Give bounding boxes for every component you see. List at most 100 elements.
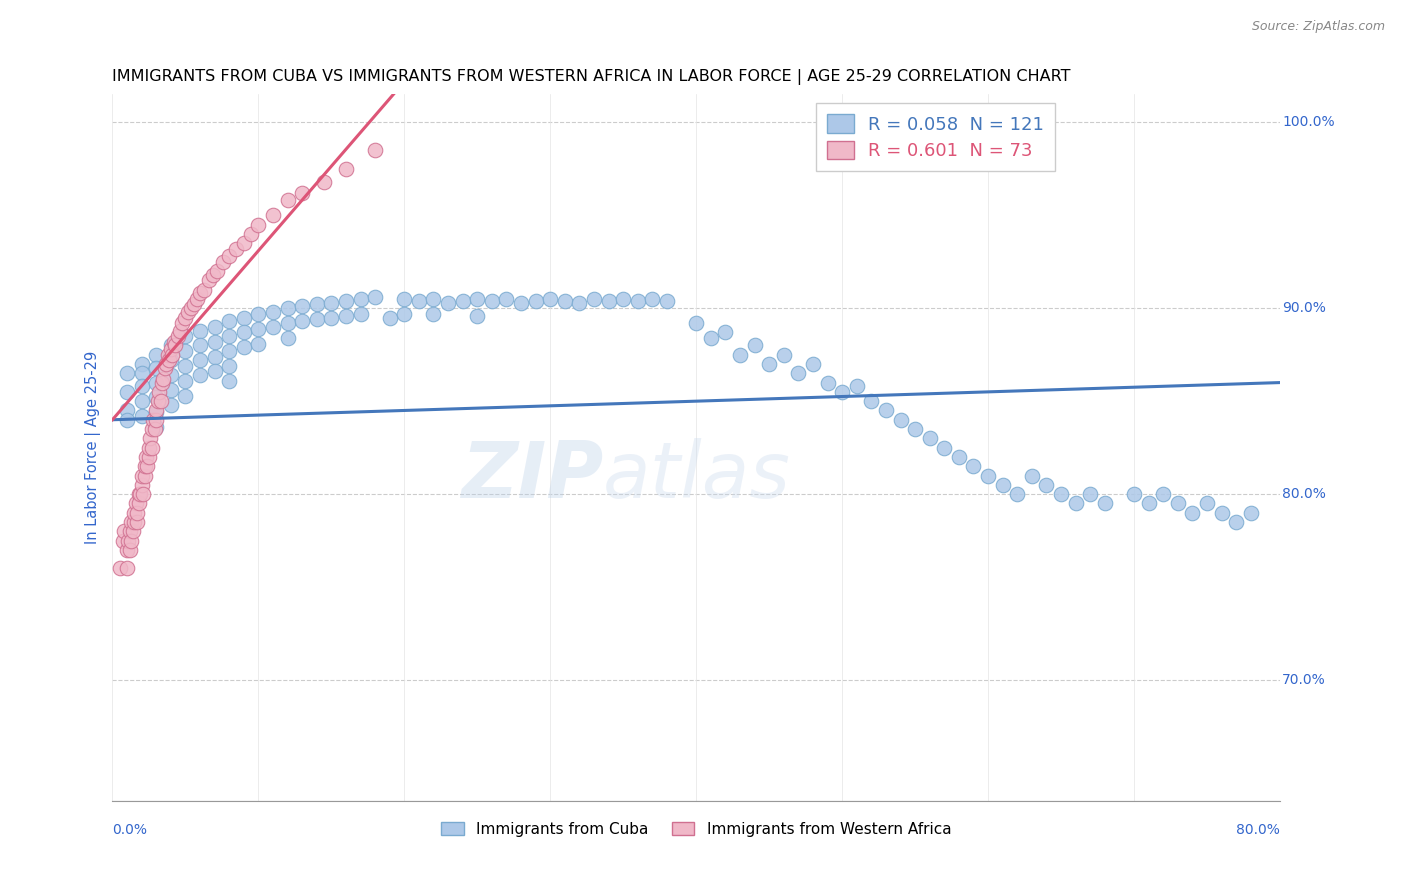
Point (145, 405, 167, 419)
Point (451, 293, 474, 308)
Point (115, 384, 138, 399)
Point (1078, 487, 1101, 501)
Point (582, 292, 605, 306)
Text: 90.0%: 90.0% (1282, 301, 1326, 315)
Point (188, 353, 211, 368)
Point (232, 236, 254, 251)
Point (1050, 487, 1073, 501)
Point (165, 338, 187, 352)
Point (218, 374, 240, 388)
Point (1211, 506, 1233, 520)
Point (120, 515, 142, 529)
Point (291, 299, 314, 313)
Point (948, 450, 970, 464)
Legend: Immigrants from Cuba, Immigrants from Western Africa: Immigrants from Cuba, Immigrants from We… (434, 815, 957, 843)
Point (481, 293, 503, 308)
Point (193, 283, 215, 297)
Point (120, 533, 142, 548)
Point (169, 324, 191, 338)
Point (111, 533, 134, 548)
Point (134, 468, 156, 483)
Point (131, 357, 153, 371)
Text: 80.0%: 80.0% (1282, 487, 1326, 501)
Point (183, 297, 205, 311)
Point (128, 487, 150, 501)
Point (138, 441, 160, 455)
Point (142, 413, 165, 427)
Point (174, 388, 197, 402)
Point (218, 343, 240, 358)
Point (1094, 496, 1116, 510)
Point (627, 293, 650, 308)
Point (700, 331, 723, 345)
Point (145, 360, 167, 375)
Point (138, 450, 160, 464)
Point (349, 307, 371, 321)
Point (860, 394, 883, 409)
Point (437, 295, 460, 310)
Point (1064, 496, 1087, 510)
Point (145, 413, 167, 427)
Point (218, 329, 240, 343)
Point (845, 379, 868, 393)
Point (112, 524, 135, 539)
Point (174, 374, 197, 388)
Point (157, 353, 180, 368)
Point (131, 409, 153, 423)
Point (141, 422, 163, 436)
Point (146, 394, 169, 409)
Point (465, 309, 488, 323)
Point (108, 561, 131, 575)
Point (125, 496, 148, 510)
Point (149, 394, 172, 409)
Point (204, 350, 226, 364)
Text: atlas: atlas (603, 438, 790, 514)
Point (422, 307, 444, 321)
Point (155, 357, 177, 371)
Point (247, 307, 270, 321)
Text: 80.0%: 80.0% (1236, 823, 1279, 838)
Point (174, 310, 197, 325)
Point (277, 194, 299, 208)
Point (159, 383, 181, 397)
Point (801, 357, 824, 371)
Point (524, 293, 547, 308)
Point (136, 459, 159, 474)
Point (127, 515, 149, 529)
Point (156, 348, 179, 362)
Point (889, 413, 911, 427)
Point (465, 292, 488, 306)
Point (262, 305, 284, 319)
Point (121, 524, 143, 539)
Point (118, 542, 141, 557)
Y-axis label: In Labor Force | Age 25-29: In Labor Force | Age 25-29 (86, 351, 101, 544)
Point (163, 334, 186, 349)
Point (218, 314, 240, 328)
Point (364, 290, 387, 304)
Point (291, 186, 314, 200)
Point (204, 319, 226, 334)
Point (349, 292, 371, 306)
Point (131, 366, 153, 380)
Point (150, 376, 173, 390)
Point (132, 487, 155, 501)
Point (1240, 506, 1263, 520)
Point (188, 338, 211, 352)
Point (831, 384, 853, 399)
Point (115, 561, 138, 575)
Point (277, 331, 299, 345)
Text: 100.0%: 100.0% (1282, 115, 1334, 129)
Point (1181, 506, 1204, 520)
Point (247, 218, 270, 232)
Point (117, 533, 139, 548)
Point (141, 441, 163, 455)
Point (127, 506, 149, 520)
Point (180, 301, 202, 316)
Point (1007, 487, 1029, 501)
Point (129, 487, 152, 501)
Point (904, 422, 927, 436)
Point (152, 372, 174, 386)
Text: 70.0%: 70.0% (1282, 673, 1326, 687)
Point (1021, 468, 1043, 483)
Point (321, 295, 343, 310)
